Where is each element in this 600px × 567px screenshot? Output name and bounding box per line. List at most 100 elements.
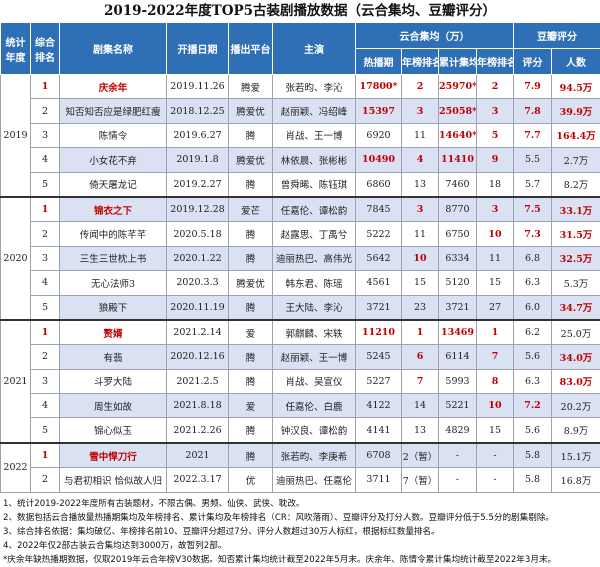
platform-cell: 腾 bbox=[228, 441, 273, 469]
hot-rank-cell: 13 bbox=[401, 417, 439, 444]
score-cell: 7.2 bbox=[513, 393, 552, 419]
cum-rank-cell: 3 bbox=[476, 98, 514, 124]
rank-cell: 2 bbox=[30, 221, 60, 247]
date-cell: 2019.1.8 bbox=[166, 147, 229, 173]
hot-rank-cell: 15 bbox=[401, 270, 439, 296]
cast-cell: 肖战、吴宣仪 bbox=[272, 368, 356, 395]
cum-rank-cell: - bbox=[476, 467, 514, 493]
rank-cell: 3 bbox=[30, 122, 60, 149]
date-cell: 2021.8.18 bbox=[166, 393, 229, 419]
cast-cell: 肖战、王一博 bbox=[272, 122, 356, 149]
hot-rank-cell: 3 bbox=[401, 98, 439, 124]
header-name: 剧集名称 bbox=[59, 22, 167, 75]
hot-cell: 4122 bbox=[355, 393, 402, 419]
hot-cell: 4561 bbox=[355, 270, 402, 296]
table-row: 2 与君初相识 恰似故人归 2022.3.17 优迪丽热巴、任嘉伦 3711 7（暂） - -… bbox=[1, 467, 600, 493]
score-cell: 5.8 bbox=[513, 441, 552, 469]
hot-cell: 4141 bbox=[355, 417, 402, 444]
score-cell: 6.0 bbox=[513, 294, 552, 321]
date-cell: 2021.2.5 bbox=[166, 368, 229, 395]
name-cell: 斗罗大陆 bbox=[59, 368, 167, 395]
voters-cell: 94.5万 bbox=[551, 73, 600, 100]
rank-cell: 2 bbox=[30, 467, 60, 493]
voters-cell: 32.5万 bbox=[551, 245, 600, 272]
cum-cell: 6334 bbox=[438, 245, 477, 272]
date-cell: 2019.2.27 bbox=[166, 171, 229, 198]
date-cell: 2019.6.27 bbox=[166, 122, 229, 149]
cast-cell: 曾舜晞、陈钰琪 bbox=[272, 171, 356, 198]
cum-cell: 6114 bbox=[438, 344, 477, 370]
hot-rank-cell: 10 bbox=[401, 245, 439, 272]
year-cell: 2019 bbox=[0, 73, 31, 198]
name-cell: 三生三世枕上书 bbox=[59, 245, 167, 272]
hot-rank-cell: 1 bbox=[401, 318, 439, 346]
table-row: 3 陈情令 2019.6.27 腾肖战、王一博 6920 11 14640* 5 7.7 164.… bbox=[1, 122, 600, 149]
voters-cell: 34.0万 bbox=[551, 344, 600, 370]
header-hot: 热播期 bbox=[355, 48, 402, 75]
date-cell: 2021.2.14 bbox=[166, 318, 229, 346]
name-cell: 有翡 bbox=[59, 344, 167, 370]
platform-cell: 腾 bbox=[228, 171, 273, 198]
table-body: 2019 1 庆余年 2019.11.26 腾爱 张若昀、李沁 17800* 2 25970* 2… bbox=[0, 73, 600, 493]
header-cum-rank: 年榜排名 bbox=[476, 48, 514, 75]
year-cell: 2020 bbox=[0, 195, 31, 321]
hot-cell: 5222 bbox=[355, 221, 402, 247]
cum-rank-cell: 8 bbox=[476, 368, 514, 395]
cast-cell: 赵丽颖、冯绍峰 bbox=[272, 98, 356, 124]
date-cell: 2020.3.3 bbox=[166, 270, 229, 296]
header-date: 开播日期 bbox=[166, 22, 229, 75]
rank-cell: 2 bbox=[30, 344, 60, 370]
name-cell: 倚天屠龙记 bbox=[59, 171, 167, 198]
rank-cell: 1 bbox=[30, 441, 60, 469]
date-cell: 2019.12.28 bbox=[166, 195, 229, 223]
cast-cell: 迪丽热巴、任嘉伦 bbox=[272, 467, 356, 493]
cum-cell: 4829 bbox=[438, 417, 477, 444]
hot-cell: 5642 bbox=[355, 245, 402, 272]
hot-rank-cell: 7（暂） bbox=[401, 467, 439, 493]
rank-cell: 4 bbox=[30, 393, 60, 419]
hot-cell: 5245 bbox=[355, 344, 402, 370]
rank-cell: 1 bbox=[30, 195, 60, 223]
hot-rank-cell: 13 bbox=[401, 171, 439, 198]
cast-cell: 张若昀、李庚希 bbox=[272, 441, 356, 469]
date-cell: 2021 bbox=[166, 441, 229, 469]
cum-cell: 3721 bbox=[438, 294, 477, 321]
score-cell: 6.3 bbox=[513, 368, 552, 395]
rank-cell: 5 bbox=[30, 417, 60, 444]
cum-cell: 5120 bbox=[438, 270, 477, 296]
platform-cell: 腾 bbox=[228, 417, 273, 444]
cum-cell: 13469 bbox=[438, 318, 477, 346]
name-cell: 知否知否应是绿肥红瘦 bbox=[59, 98, 167, 124]
cum-rank-cell: 18 bbox=[476, 171, 514, 198]
name-cell: 赘婿 bbox=[59, 318, 167, 346]
score-cell: 5.8 bbox=[513, 467, 552, 493]
name-cell: 小女花不弃 bbox=[59, 147, 167, 173]
score-cell: 6.2 bbox=[513, 318, 552, 346]
table-row: 4 周生如故 2021.8.18 爱任嘉伦、白鹿 4122 14 5221 10 7.2 20.2… bbox=[1, 393, 600, 419]
cum-rank-cell: - bbox=[476, 441, 514, 469]
date-cell: 2021.2.26 bbox=[166, 417, 229, 444]
header-platform: 播出平台 bbox=[228, 22, 273, 75]
rank-cell: 3 bbox=[30, 245, 60, 272]
score-cell: 7.9 bbox=[513, 73, 552, 100]
header-hot-rank: 年榜排名 bbox=[401, 48, 439, 75]
score-cell: 5.7 bbox=[513, 171, 552, 198]
cum-rank-cell: 2 bbox=[476, 73, 514, 100]
platform-cell: 腾爱 bbox=[228, 73, 273, 100]
voters-cell: 164.4万 bbox=[551, 122, 600, 149]
name-cell: 陈情令 bbox=[59, 122, 167, 149]
hot-cell: 3721 bbox=[355, 294, 402, 321]
table-row: 2022 1 雪中悍刀行 2021 腾张若昀、李庚希 6708 2（暂） - -5.8 15.1万 bbox=[0, 441, 600, 493]
table-row: 2 知否知否应是绿肥红瘦 2018.12.25 腾爱优 赵丽颖、冯绍峰 15397 3 250… bbox=[1, 98, 600, 124]
score-cell: 6.3 bbox=[513, 270, 552, 296]
hot-rank-cell: 14 bbox=[401, 393, 439, 419]
table-row: 2 传闻中的陈芊芊 2020.5.18 腾赵露思、丁禹兮 5222 11 6750 10 7.3… bbox=[1, 221, 600, 247]
cum-cell: 8770 bbox=[438, 195, 477, 223]
note: 3、综合排名依据：集均破亿、年榜排名前10、豆瓣评分超过7分、评分人数超过30万… bbox=[3, 527, 440, 538]
voters-cell: 31.5万 bbox=[551, 221, 600, 247]
hot-rank-cell: 11 bbox=[401, 221, 439, 247]
note: *庆余年缺热播期数据，仅取2019年云合年榜V30数据。知否累计集均统计截至20… bbox=[3, 555, 557, 566]
score-cell: 7.8 bbox=[513, 98, 552, 124]
cast-cell: 钟汉良、谭松韵 bbox=[272, 417, 356, 444]
rank-cell: 5 bbox=[30, 294, 60, 321]
